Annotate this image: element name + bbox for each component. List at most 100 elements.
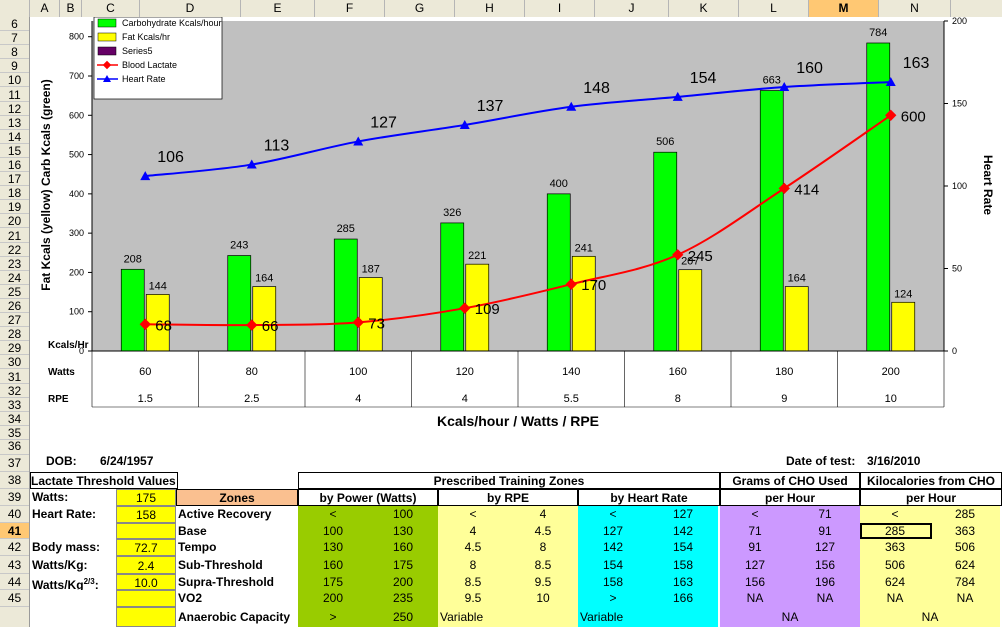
row-header-18[interactable]: 18 (0, 186, 29, 201)
lt-title: Lactate Threshold Values (30, 472, 178, 489)
y-tick-label-left: 100 (69, 307, 84, 317)
heart-rate-marker (246, 159, 257, 169)
lt-heart-rate-value[interactable]: 158 (116, 506, 176, 523)
row-header-11[interactable]: 11 (0, 88, 29, 102)
legend-marker (103, 75, 111, 82)
carb-value-label: 243 (230, 240, 248, 252)
row-header-13[interactable]: 13 (0, 116, 29, 130)
lt-watts-per-kg23-colon: : (94, 578, 99, 590)
row-header-42[interactable]: 42 (0, 539, 29, 556)
lt-blank-value[interactable] (116, 523, 176, 539)
select-all-corner[interactable] (0, 0, 30, 17)
row-header-28[interactable]: 28 (0, 327, 29, 342)
column-header-b[interactable]: B (60, 0, 82, 17)
kcal-high: NA (930, 590, 1000, 607)
row-header-19[interactable]: 19 (0, 200, 29, 215)
hr-low: 154 (578, 556, 648, 574)
y-tick-label-left: 0 (79, 346, 84, 356)
row-header-34[interactable]: 34 (0, 412, 29, 426)
row-header-16[interactable]: 16 (0, 158, 29, 173)
fat-value-label: 144 (149, 280, 167, 292)
chart[interactable]: 0 100 200 300 400 500 600 700 800 0 50 100 150 200 20… (30, 17, 1002, 435)
row-header-26[interactable]: 26 (0, 299, 29, 314)
row-header-6[interactable]: 6 (0, 17, 29, 32)
column-header-g[interactable]: G (385, 0, 455, 17)
watts-category: 80 (246, 366, 258, 378)
row-header-7[interactable]: 7 (0, 31, 29, 46)
column-header-l[interactable]: L (739, 0, 809, 17)
rpe-category: 4 (355, 393, 361, 405)
lt-watts-value[interactable]: 175 (116, 489, 176, 506)
column-header-f[interactable]: F (315, 0, 385, 17)
row-header-30[interactable]: 30 (0, 355, 29, 370)
lt-blank3-value[interactable] (116, 607, 176, 627)
row-header-15[interactable]: 15 (0, 144, 29, 158)
legend-swatch (97, 18, 117, 28)
row-header-25[interactable]: 25 (0, 285, 29, 299)
row-header-17[interactable]: 17 (0, 172, 29, 187)
row-header-29[interactable]: 29 (0, 341, 29, 356)
column-header-e[interactable]: E (241, 0, 315, 17)
carb-value-label: 663 (763, 75, 781, 87)
column-header-n[interactable]: N (879, 0, 951, 17)
row-header-35[interactable]: 35 (0, 426, 29, 440)
row-header-9[interactable]: 9 (0, 59, 29, 74)
row-header-32[interactable]: 32 (0, 384, 29, 398)
lt-blank2-value[interactable] (116, 590, 176, 607)
legend-entry: Blood Lactate (122, 60, 177, 70)
rpe-header: by RPE (438, 489, 578, 506)
power-low: 130 (298, 539, 368, 556)
kcals-row-label: Kcals/Hr (48, 340, 89, 351)
row-header-10[interactable]: 10 (0, 73, 29, 88)
column-header-i[interactable]: I (525, 0, 595, 17)
row-header-33[interactable]: 33 (0, 398, 29, 412)
blood-lactate-label: 109 (475, 301, 500, 318)
row-header-45[interactable]: 45 (0, 590, 29, 607)
column-header-j[interactable]: J (595, 0, 669, 17)
heart-rate-label: 163 (903, 55, 930, 72)
row-header-24[interactable]: 24 (0, 271, 29, 285)
column-header-k[interactable]: K (669, 0, 739, 17)
lt-watts-per-kg23-value[interactable]: 10.0 (116, 574, 176, 590)
carb-value-label: 326 (443, 207, 461, 219)
row-header-36[interactable]: 36 (0, 437, 29, 455)
column-header-h[interactable]: H (455, 0, 525, 17)
row-header-8[interactable]: 8 (0, 45, 29, 60)
row-header-22[interactable]: 22 (0, 243, 29, 257)
lt-watts-per-kg-value[interactable]: 2.4 (116, 556, 176, 574)
y-tick-label-right: 200 (952, 17, 967, 26)
row-header-37[interactable]: 37 (0, 455, 29, 472)
hr-high: 142 (648, 523, 718, 539)
zone-name: Anaerobic Capacity (178, 610, 291, 624)
row-header-38[interactable]: 38 (0, 472, 29, 489)
selected-cell[interactable] (860, 523, 932, 539)
row-header-40[interactable]: 40 (0, 506, 29, 523)
row-header-39[interactable]: 39 (0, 489, 29, 506)
cho-high: 156 (790, 556, 860, 574)
kcal-header-1: Kilocalories from CHO (860, 472, 1002, 489)
column-header-m[interactable]: M (809, 0, 879, 17)
cho-low: 127 (720, 556, 790, 574)
row-header-44[interactable]: 44 (0, 574, 29, 590)
column-header-a[interactable]: A (30, 0, 60, 17)
test-date-label: Date of test: (786, 454, 856, 468)
row-header-23[interactable]: 23 (0, 257, 29, 271)
row-header-31[interactable]: 31 (0, 370, 29, 384)
dob-value: 6/24/1957 (100, 454, 154, 468)
row-header-27[interactable]: 27 (0, 313, 29, 328)
power-low: < (298, 506, 368, 523)
row-header-43[interactable]: 43 (0, 556, 29, 574)
row-header-12[interactable]: 12 (0, 102, 29, 116)
blood-lactate-marker (459, 302, 471, 314)
row-header-41[interactable]: 41 (0, 523, 29, 539)
column-header-c[interactable]: C (82, 0, 140, 17)
hr-high: 166 (648, 590, 718, 607)
y-tick-label-left: 700 (69, 71, 84, 81)
column-header-d[interactable]: D (140, 0, 241, 17)
lt-body-mass-value[interactable]: 72.7 (116, 539, 176, 556)
row-header-21[interactable]: 21 (0, 229, 29, 243)
row-header-20[interactable]: 20 (0, 214, 29, 229)
legend-entry: Series5 (122, 46, 153, 56)
power-high: 130 (368, 523, 438, 539)
row-header-14[interactable]: 14 (0, 130, 29, 144)
